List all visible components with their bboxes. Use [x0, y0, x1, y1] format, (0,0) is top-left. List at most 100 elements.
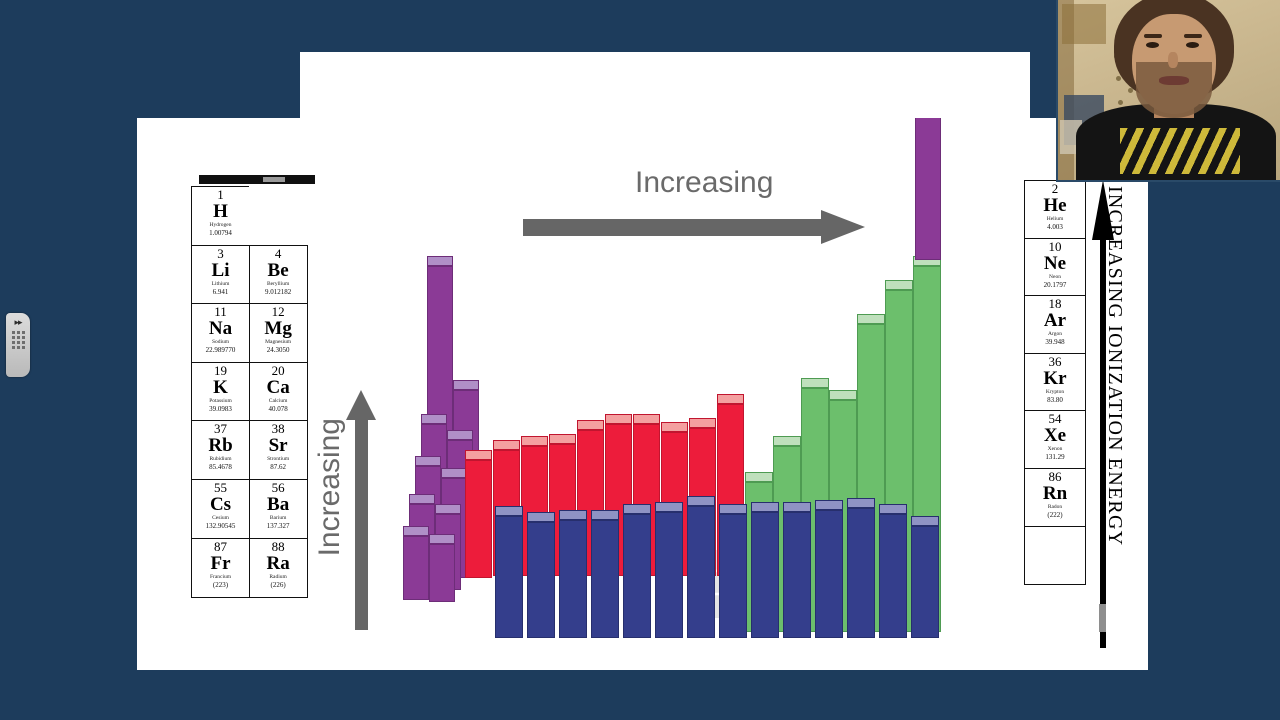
bar-blue-11	[815, 500, 843, 638]
periodic-table-left: 1 H Hydrogen 1.00794 3 Li Lithium 6.941 …	[191, 175, 315, 598]
bar-blue-8	[719, 504, 747, 638]
element-symbol: Sr	[268, 435, 288, 457]
element-symbol: K	[213, 376, 228, 398]
bar-top	[751, 502, 779, 512]
element-cell-blank	[248, 186, 308, 246]
element-name: Lithium	[211, 280, 230, 287]
table-row: 37 Rb Rubidium 85.4678 38 Sr Strontium 8…	[191, 420, 313, 481]
element-number: 86	[1048, 469, 1062, 485]
element-mass: (226)	[270, 580, 286, 589]
webcam-overlay[interactable]	[1056, 0, 1280, 182]
ionization-energy-bar-chart	[399, 118, 999, 638]
element-cell-mg: 12 Mg Magnesium 24.3050	[248, 303, 308, 364]
bar-blue-9	[751, 502, 779, 638]
element-mass: 83.80	[1047, 395, 1063, 404]
bar-top	[717, 394, 744, 404]
bar-top	[591, 510, 619, 520]
bar-face	[623, 514, 651, 638]
bar-top	[415, 456, 441, 466]
increasing-label-horizontal: Increasing	[635, 166, 774, 199]
bar-top	[885, 280, 913, 290]
bar-blue-1	[495, 506, 523, 638]
element-cell-ba: 56 Ba Barium 137.327	[248, 479, 308, 540]
element-symbol: Rb	[208, 435, 233, 457]
bar-top	[447, 430, 473, 440]
bar-top	[689, 418, 716, 428]
element-symbol: Ba	[267, 494, 290, 516]
element-mass: 20.1797	[1043, 280, 1067, 289]
element-name: Beryllium	[266, 280, 290, 287]
bar-top	[527, 512, 555, 522]
element-mass: 137.327	[266, 522, 290, 531]
bar-blue-10	[783, 502, 811, 638]
element-cell-blank-bottom	[1024, 525, 1086, 585]
element-symbol: He	[1043, 195, 1067, 216]
bar-top	[661, 422, 688, 432]
element-mass: 1.00794	[209, 229, 232, 237]
bar-blue-5	[623, 504, 651, 638]
element-name: Sodium	[211, 339, 230, 346]
webcam-poster	[1062, 4, 1106, 44]
element-number: 11	[214, 304, 227, 320]
element-symbol: Cs	[209, 494, 232, 516]
element-symbol: Kr	[1043, 367, 1067, 389]
element-number: 12	[271, 304, 285, 320]
element-cell-kr: 36 Kr Krypton 83.80	[1024, 352, 1086, 412]
bar-top	[815, 500, 843, 510]
bar-top	[773, 436, 801, 446]
element-symbol: Fr	[210, 552, 231, 574]
bar-top	[911, 516, 939, 526]
bar-he-purple-cap	[915, 118, 941, 260]
element-cell-na: 11 Na Sodium 22.989770	[191, 303, 250, 364]
element-name: Helium	[1046, 216, 1064, 222]
bar-top	[687, 496, 715, 506]
element-mass: 6.941	[212, 287, 229, 296]
element-cell-k: 19 K Potassium 39.0983	[191, 361, 250, 422]
bar-blue-3	[559, 510, 587, 638]
table-row: 1 H Hydrogen 1.00794	[191, 186, 313, 246]
table-row: 87 Fr Francium (223) 88 Ra Radium (226)	[191, 537, 313, 598]
webcam-person-mouth	[1159, 76, 1189, 85]
bar-face	[687, 506, 715, 638]
element-cell-h: 1 H Hydrogen 1.00794	[191, 186, 250, 246]
table-row: 3 Li Lithium 6.941 4 Be Beryllium 9.0121…	[191, 244, 313, 305]
bar-blue-14	[911, 516, 939, 638]
element-number: 38	[271, 421, 285, 437]
element-name: Xenon	[1047, 446, 1063, 453]
bar-face	[783, 512, 811, 638]
element-mass: 39.948	[1045, 338, 1065, 347]
bar-top	[435, 504, 461, 514]
bar-red-1	[465, 450, 492, 578]
arrow-shaft	[523, 219, 823, 236]
bar-top	[829, 390, 857, 400]
bar-face	[403, 536, 429, 600]
element-cell-xe: 54 Xe Xenon 131.29	[1024, 410, 1086, 470]
bar-top	[427, 256, 453, 266]
element-mass: 39.0983	[209, 404, 232, 413]
increasing-arrow-up-icon	[346, 390, 376, 630]
element-name: Cesium	[212, 515, 229, 522]
element-symbol: Rn	[1042, 483, 1068, 505]
element-number: 1	[217, 187, 224, 202]
bar-face	[847, 508, 875, 638]
element-number: 18	[1048, 296, 1062, 312]
arrow-head	[821, 210, 865, 244]
element-name: Francium	[209, 573, 232, 580]
bar-top	[549, 434, 576, 444]
element-number: 54	[1048, 411, 1062, 427]
element-mass: (223)	[212, 580, 229, 589]
increasing-ionization-arrow-icon	[1092, 180, 1114, 650]
bar-top	[521, 436, 548, 446]
arrow-tail-marker	[1099, 604, 1106, 632]
bar-top	[493, 440, 520, 450]
element-cell-rb: 37 Rb Rubidium 85.4678	[191, 420, 250, 481]
bar-ba-purple	[429, 534, 455, 602]
webcam-person-nose	[1168, 52, 1178, 68]
bar-blue-6	[655, 502, 683, 638]
element-name: Neon	[1049, 273, 1061, 280]
element-mass: 85.4678	[209, 463, 232, 472]
element-number: 3	[217, 245, 224, 261]
expand-panel-handle[interactable]: ▸▸	[6, 313, 30, 377]
element-number: 87	[214, 538, 227, 554]
element-cell-fr: 87 Fr Francium (223)	[191, 537, 250, 598]
